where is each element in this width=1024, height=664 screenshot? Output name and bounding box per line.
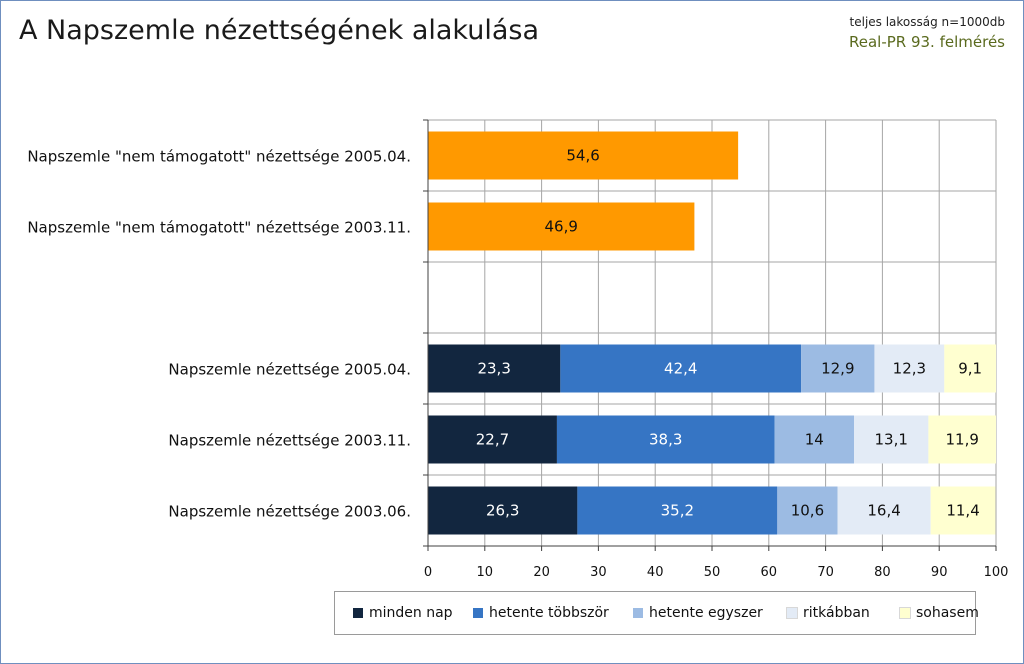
data-label: 14 bbox=[805, 431, 824, 449]
data-label: 46,9 bbox=[544, 218, 577, 236]
legend-swatch bbox=[633, 608, 643, 618]
bar-segment bbox=[928, 415, 996, 464]
data-label: 26,3 bbox=[486, 502, 519, 520]
data-label: 11,4 bbox=[946, 502, 979, 520]
bar-unaided bbox=[428, 131, 739, 180]
data-label: 11,9 bbox=[946, 431, 979, 449]
x-tick-label: 70 bbox=[817, 565, 834, 580]
bar-segment bbox=[854, 415, 929, 464]
x-tick-label: 90 bbox=[931, 565, 948, 580]
bar-unaided bbox=[428, 202, 695, 251]
data-label: 9,1 bbox=[958, 360, 982, 378]
legend-label: minden nap bbox=[369, 605, 453, 621]
category-label: Napszemle nézettsége 2003.06. bbox=[168, 503, 411, 521]
legend-label: sohasem bbox=[916, 605, 979, 621]
bar-segment bbox=[774, 415, 854, 464]
legend-swatch bbox=[473, 608, 483, 618]
data-label: 22,7 bbox=[476, 431, 509, 449]
sample-note: teljes lakosság n=1000db bbox=[849, 15, 1005, 29]
legend-item: minden nap bbox=[353, 604, 453, 622]
category-label: Napszemle nézettsége 2005.04. bbox=[168, 361, 411, 379]
bar-segment bbox=[428, 486, 578, 535]
data-label: 38,3 bbox=[649, 431, 682, 449]
x-tick-label: 0 bbox=[424, 565, 432, 580]
legend: minden nap hetente többször hetente egysze… bbox=[334, 591, 979, 635]
bar-segment bbox=[874, 344, 945, 393]
x-tick-label: 10 bbox=[477, 565, 494, 580]
bar-segment bbox=[560, 344, 802, 393]
x-tick-label: 60 bbox=[761, 565, 778, 580]
legend-label: hetente többször bbox=[489, 605, 609, 621]
legend-label: ritkábban bbox=[803, 605, 870, 621]
legend-swatch bbox=[786, 607, 798, 619]
legend-item: hetente egyszer bbox=[633, 604, 763, 622]
legend-swatch bbox=[899, 607, 911, 619]
chart-title: A Napszemle nézettségének alakulása bbox=[19, 15, 540, 46]
x-tick-label: 100 bbox=[984, 565, 1009, 580]
category-label: Napszemle "nem támogatott" nézettsége 20… bbox=[27, 219, 411, 237]
data-label: 10,6 bbox=[791, 502, 824, 520]
data-label: 12,9 bbox=[821, 360, 854, 378]
legend-item: sohasem bbox=[899, 604, 979, 622]
bar-segment bbox=[837, 486, 931, 535]
bar-segment bbox=[801, 344, 875, 393]
bar-segment bbox=[777, 486, 838, 535]
bar-segment bbox=[556, 415, 775, 464]
survey-note: Real-PR 93. felmérés bbox=[848, 33, 1005, 51]
x-tick-label: 20 bbox=[533, 565, 550, 580]
data-label: 42,4 bbox=[664, 360, 697, 378]
data-label: 54,6 bbox=[566, 147, 599, 165]
x-tick-label: 30 bbox=[590, 565, 607, 580]
data-label: 13,1 bbox=[875, 431, 908, 449]
legend-item: ritkábban bbox=[786, 604, 870, 622]
legend-label: hetente egyszer bbox=[649, 605, 763, 621]
data-label: 16,4 bbox=[867, 502, 900, 520]
bar-segment bbox=[930, 486, 996, 535]
data-label: 12,3 bbox=[893, 360, 926, 378]
x-tick-label: 50 bbox=[704, 565, 721, 580]
legend-item: hetente többször bbox=[473, 604, 609, 622]
bar-segment bbox=[944, 344, 996, 393]
bar-segment bbox=[577, 486, 778, 535]
data-label: 35,2 bbox=[661, 502, 694, 520]
bar-segment bbox=[428, 344, 561, 393]
x-tick-label: 40 bbox=[647, 565, 664, 580]
category-label: Napszemle nézettsége 2003.11. bbox=[168, 432, 411, 450]
data-label: 23,3 bbox=[477, 360, 510, 378]
category-label: Napszemle "nem támogatott" nézettsége 20… bbox=[27, 148, 411, 166]
bar-segment bbox=[428, 415, 557, 464]
legend-swatch bbox=[353, 608, 363, 618]
x-tick-label: 80 bbox=[874, 565, 891, 580]
